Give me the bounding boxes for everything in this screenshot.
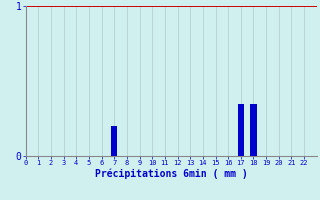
Bar (111, 126, 117, 156)
Bar (238, 104, 244, 156)
Bar (250, 104, 257, 156)
X-axis label: Précipitations 6min ( mm ): Précipitations 6min ( mm ) (95, 169, 248, 179)
